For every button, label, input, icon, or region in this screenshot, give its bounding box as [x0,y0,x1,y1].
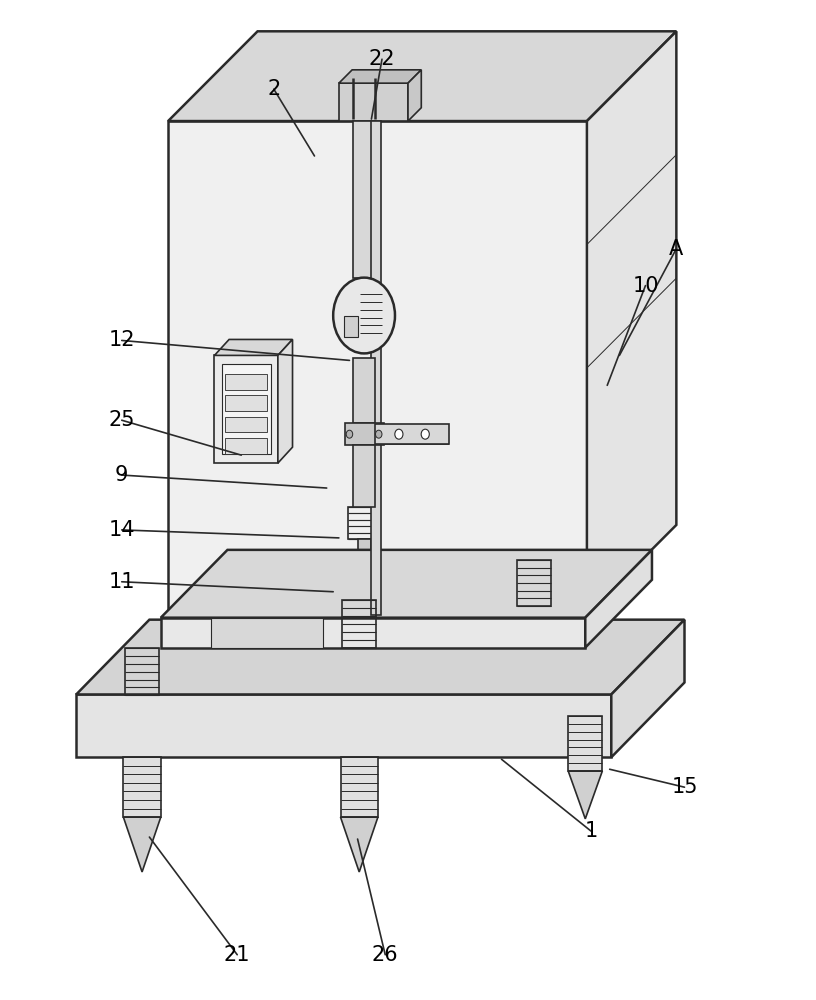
Bar [353,121,375,278]
Polygon shape [168,121,587,615]
Bar [517,560,551,606]
Polygon shape [339,83,408,121]
Bar [344,423,384,445]
Text: 12: 12 [109,330,135,350]
Text: 21: 21 [224,945,251,965]
Polygon shape [76,620,685,694]
Text: 15: 15 [672,777,698,797]
Text: 25: 25 [109,410,135,430]
Text: 14: 14 [109,520,135,540]
Polygon shape [611,620,685,757]
Circle shape [421,429,429,439]
Text: 2: 2 [267,79,281,99]
Bar [342,600,376,648]
Polygon shape [568,771,602,819]
Polygon shape [123,817,161,872]
Text: 1: 1 [584,821,597,841]
Bar [375,424,449,444]
Text: 10: 10 [632,276,659,296]
Text: 9: 9 [115,465,128,485]
Polygon shape [76,694,611,757]
Polygon shape [161,618,585,648]
Bar [371,121,381,615]
Polygon shape [585,550,652,648]
Bar [225,395,268,411]
Bar [222,364,271,454]
Text: 26: 26 [372,945,398,965]
Text: 22: 22 [369,49,395,69]
Polygon shape [587,31,676,615]
Polygon shape [161,550,652,618]
Polygon shape [215,339,292,355]
Polygon shape [340,817,378,872]
Bar [215,355,278,463]
Bar [225,417,268,432]
Polygon shape [344,557,384,567]
Polygon shape [339,70,421,83]
Bar [211,618,322,648]
Bar [340,757,378,817]
Circle shape [346,430,353,438]
Circle shape [375,430,382,438]
Bar [348,507,380,539]
Bar [357,539,370,557]
Bar [225,374,268,390]
Polygon shape [278,339,292,463]
Bar [568,716,602,771]
Circle shape [333,278,395,353]
Text: A: A [669,239,684,259]
Bar [353,445,375,507]
Bar [344,316,358,337]
Polygon shape [408,70,421,121]
Text: 11: 11 [109,572,135,592]
Circle shape [395,429,403,439]
Polygon shape [168,31,676,121]
Bar [225,438,268,454]
Bar [125,648,159,695]
Bar [353,358,375,423]
Bar [123,757,161,817]
